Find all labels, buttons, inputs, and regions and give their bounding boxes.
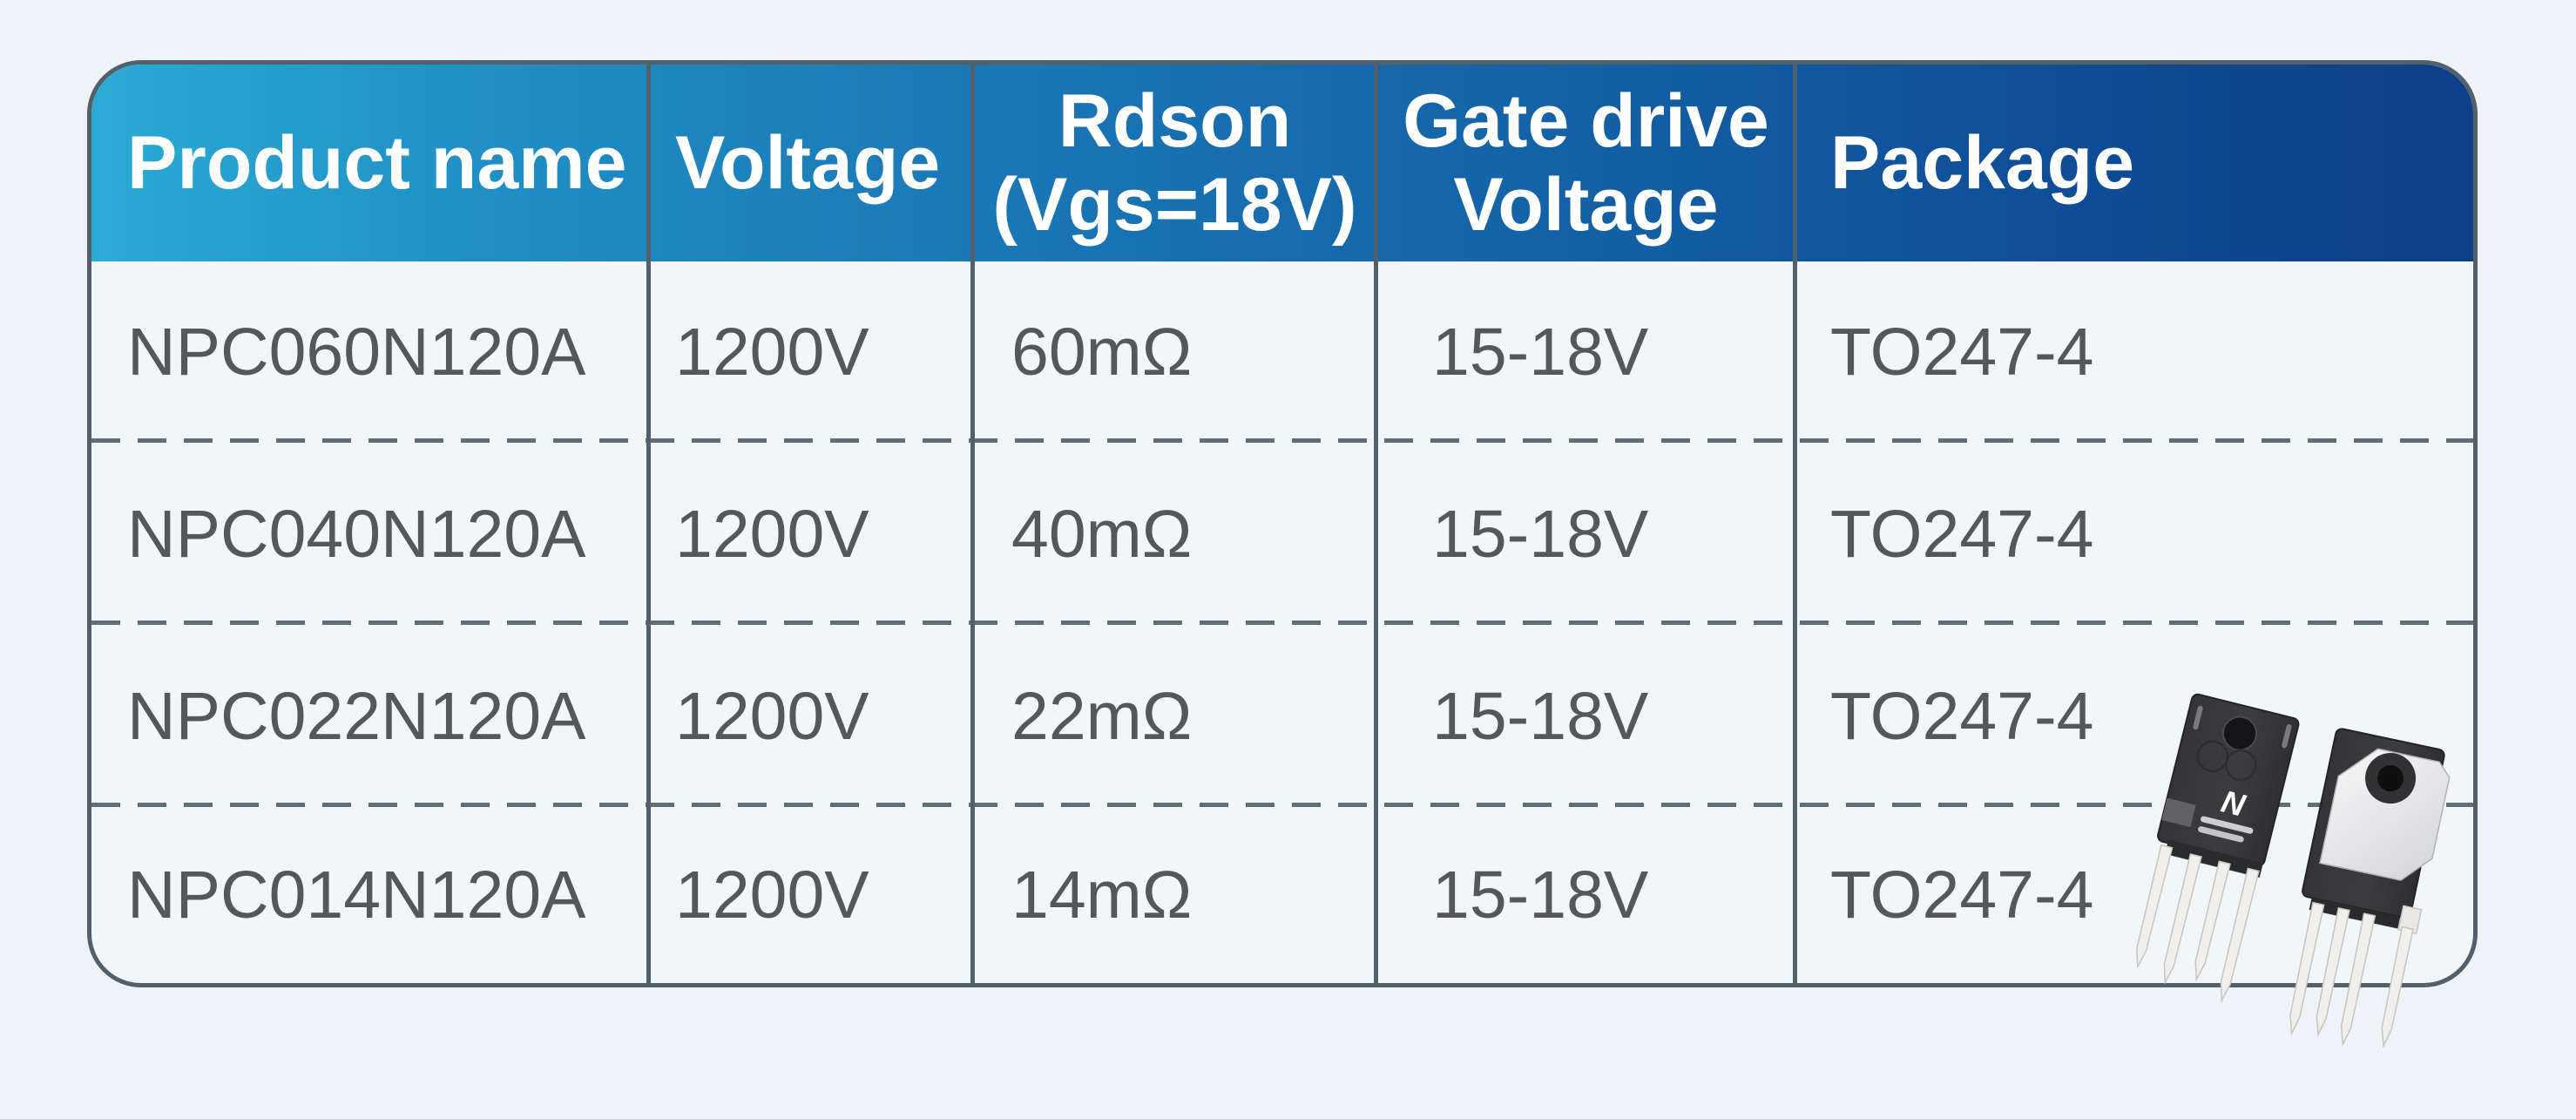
table-row-1-voltage: 1200V [675,315,869,390]
header-product-name: Product name [91,64,649,261]
header-package: Package [1795,64,2473,261]
package-front-image: N [2136,693,2300,1003]
table-row-1-rdson: 60mΩ [1011,315,1193,390]
package-lead [2194,860,2231,982]
table-row-4-product-name: NPC014N120A [127,858,586,932]
table-row-1-gate-drive-voltage: 15-18V [1432,315,1649,390]
header-rdson: Rdson (Vgs=18V) [973,64,1376,261]
table-row-4-gate-drive-voltage: 15-18V [1432,858,1649,932]
header-voltage-label: Voltage [675,121,941,205]
header-gate-drive-label-line1: Gate drive [1403,79,1769,163]
column-divider [1793,64,1797,983]
row-divider [91,438,2473,443]
table-header-band [91,64,2473,261]
table-row-3-gate-drive-voltage: 15-18V [1432,679,1649,754]
header-package-label: Package [1830,121,2135,205]
table-row-1-product-name: NPC060N120A [127,315,586,390]
mount-slot-right [2282,724,2292,749]
table-row-3-voltage: 1200V [675,679,869,754]
product-spec-table: Product name Voltage Rdson (Vgs=18V) Gat… [87,60,2478,987]
mounting-hole [2222,715,2258,751]
table-row-4-rdson: 14mΩ [1011,858,1193,932]
table-grid: Product name Voltage Rdson (Vgs=18V) Gat… [91,64,2473,983]
package-lead [2163,853,2202,986]
metal-tab [2319,748,2451,881]
package-lead [2340,912,2377,1048]
package-lead [2220,867,2260,1003]
package-lead [2316,906,2350,1038]
header-product-name-label: Product name [127,121,627,205]
table-row-3-package: TO247-4 [1830,679,2094,754]
column-divider [646,64,651,983]
package-lead [2381,926,2414,1048]
header-rdson-label-line1: Rdson [1058,79,1292,163]
table-row-3-rdson: 22mΩ [1011,679,1193,754]
header-gate-drive-label-line2: Voltage [1453,163,1719,247]
column-divider [970,64,975,983]
package-lead [2289,901,2325,1036]
row-divider [91,621,2473,625]
table-row-1-package: TO247-4 [1830,315,2094,390]
row-divider [91,803,2473,807]
package-lead [2136,844,2174,969]
table-row-2-gate-drive-voltage: 15-18V [1432,497,1649,572]
table-row-2-voltage: 1200V [675,497,869,572]
package-photo: N [2136,693,2451,1048]
mounting-hole [2377,765,2404,792]
header-rdson-label-line2: (Vgs=18V) [992,163,1357,247]
header-voltage: Voltage [649,64,973,261]
table-row-2-package: TO247-4 [1830,497,2094,572]
header-gate-drive-voltage: Gate drive Voltage [1376,64,1795,261]
package-back-image [2289,728,2451,1048]
table-row-4-voltage: 1200V [675,858,869,932]
table-row-2-rdson: 40mΩ [1011,497,1193,572]
mount-slot-left [2193,705,2203,730]
table-row-3-product-name: NPC022N120A [127,679,586,754]
table-row-4-package: TO247-4 [1830,858,2094,932]
table-row-2-product-name: NPC040N120A [127,497,586,572]
column-divider [1374,64,1378,983]
